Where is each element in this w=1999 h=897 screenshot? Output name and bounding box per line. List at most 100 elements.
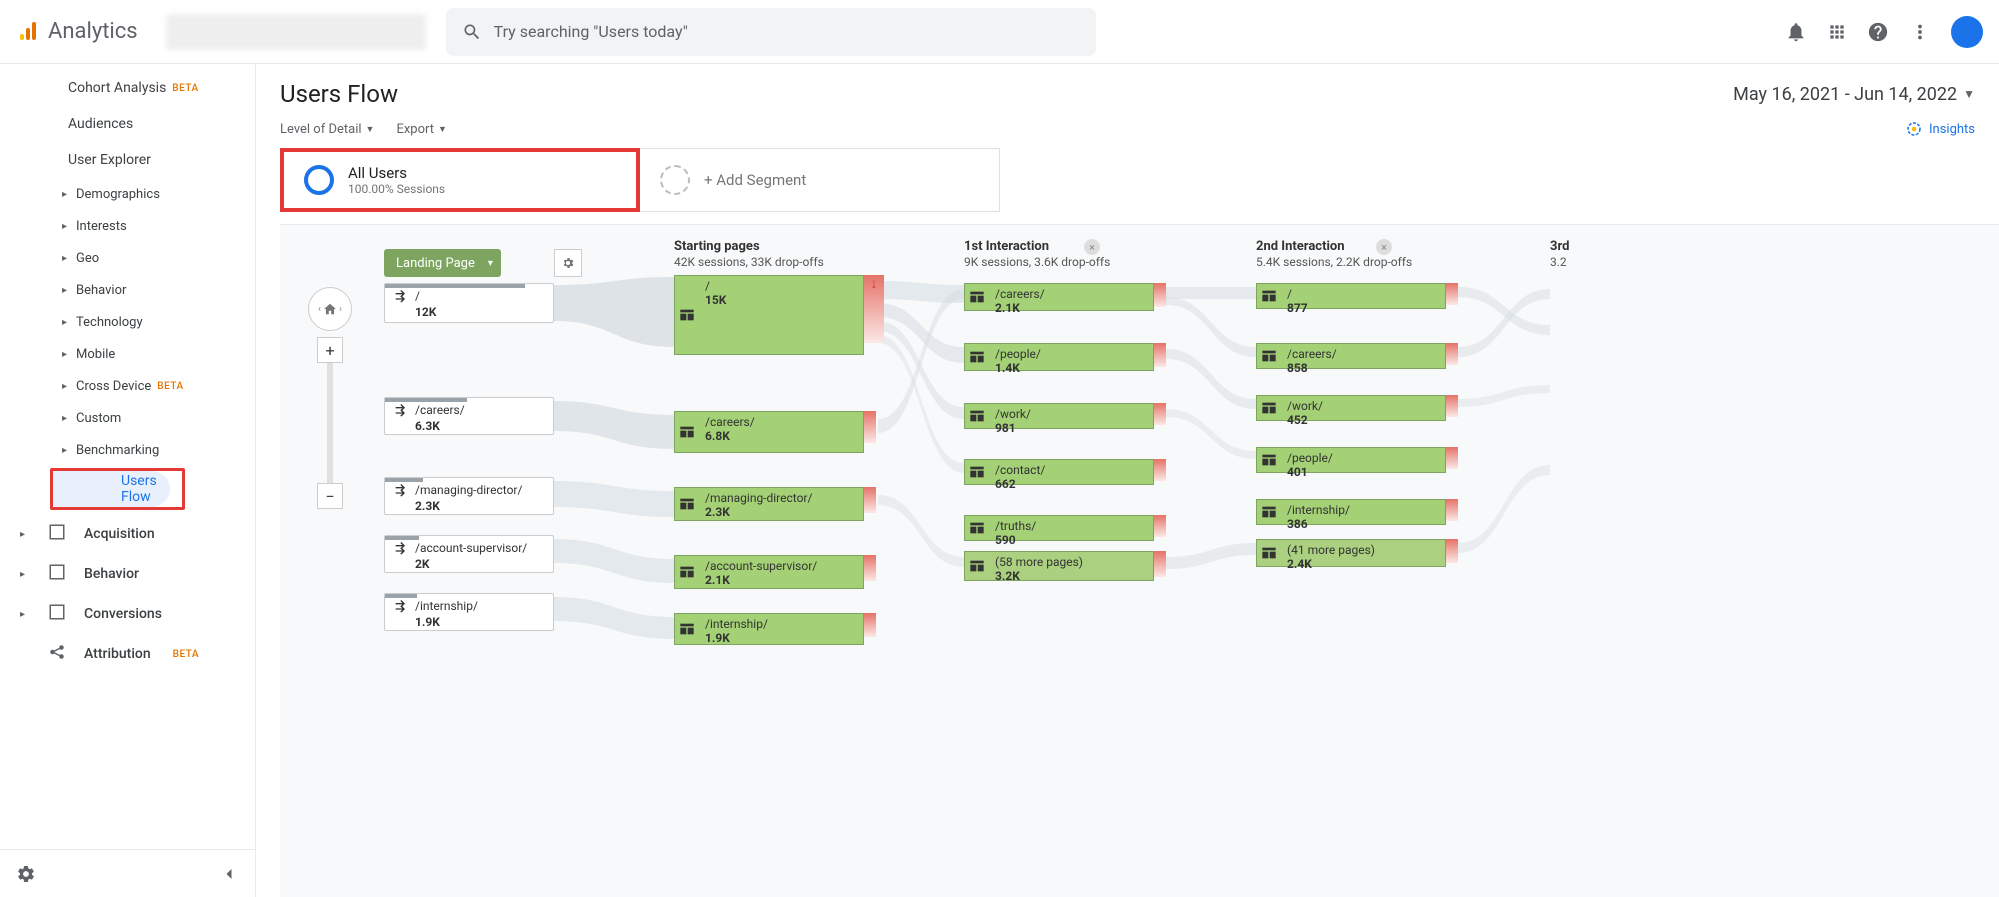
chevron-down-icon: ▼	[1963, 87, 1975, 101]
dropoff-bar	[1154, 343, 1166, 367]
sidebar-section-acquisition[interactable]: ▸Acquisition	[0, 514, 255, 554]
sidebar-section-attribution[interactable]: AttributionBETA	[0, 634, 255, 674]
segment-subtitle: 100.00% Sessions	[348, 182, 445, 196]
flow-node[interactable]: /work/452	[1256, 395, 1446, 421]
report-header: Users Flow May 16, 2021 - Jun 14, 2022 ▼	[256, 64, 1999, 114]
dropoff-bar	[864, 411, 876, 443]
export-menu[interactable]: Export▼	[396, 122, 446, 137]
sidebar-item-behavior[interactable]: Behavior	[0, 274, 255, 306]
apps-icon[interactable]	[1827, 22, 1847, 42]
flow-node[interactable]: /people/401	[1256, 447, 1446, 473]
flow-canvas[interactable]: Landing Page ‹ › + − Starting pages42K s…	[280, 224, 1999, 897]
column-close-button[interactable]: ×	[1376, 239, 1392, 255]
flow-node[interactable]: /contact/662	[964, 459, 1154, 485]
flow-node[interactable]: /managing-director/2.3K	[674, 487, 864, 521]
dropoff-bar	[864, 613, 876, 637]
collapse-icon[interactable]	[219, 864, 239, 884]
sidebar-footer	[0, 849, 255, 897]
more-icon[interactable]	[1909, 21, 1931, 43]
flow-settings-button[interactable]	[554, 249, 582, 277]
sidebar-item-mobile[interactable]: Mobile	[0, 338, 255, 370]
dropoff-bar	[1154, 459, 1166, 481]
zoom-home-button[interactable]: ‹ ›	[308, 287, 352, 331]
column-subtitle: 9K sessions, 3.6K drop-offs	[964, 255, 1110, 269]
sidebar-section-behavior[interactable]: ▸Behavior	[0, 554, 255, 594]
main-content: Users Flow May 16, 2021 - Jun 14, 2022 ▼…	[256, 64, 1999, 897]
flow-node[interactable]: /people/1.4K	[964, 343, 1154, 371]
dropoff-bar	[1446, 447, 1458, 469]
page-title: Users Flow	[280, 80, 398, 108]
sidebar-item-cohort-analysis[interactable]: Cohort AnalysisBETA	[0, 70, 255, 106]
sidebar-item-technology[interactable]: Technology	[0, 306, 255, 338]
column-header: Starting pages	[674, 239, 760, 254]
flow-node[interactable]: /15K	[674, 275, 864, 355]
avatar[interactable]	[1951, 16, 1983, 48]
flow-node[interactable]: /truths/590	[964, 515, 1154, 541]
sidebar-item-interests[interactable]: Interests	[0, 210, 255, 242]
gear-icon	[561, 256, 575, 270]
flow-node[interactable]: /work/981	[964, 403, 1154, 429]
toolbar: Level of Detail▼ Export▼ Insights	[256, 114, 1999, 148]
zoom-controls: ‹ › + −	[308, 287, 352, 509]
search-input[interactable]: Try searching "Users today"	[446, 8, 1096, 56]
sidebar-item-audiences[interactable]: Audiences	[0, 106, 255, 142]
dropoff-bar	[1154, 283, 1166, 307]
dropoff-bar	[1446, 343, 1458, 365]
dropoff-bar	[1446, 283, 1458, 305]
sidebar-item-demographics[interactable]: Demographics	[0, 178, 255, 210]
add-segment-label: + Add Segment	[704, 171, 806, 189]
source-node[interactable]: /internship/1.9K	[384, 593, 554, 631]
segment-circle-icon	[304, 165, 334, 195]
dropoff-bar	[1154, 551, 1166, 577]
zoom-slider[interactable]	[327, 363, 333, 483]
insights-button[interactable]: Insights	[1905, 120, 1975, 138]
segment-title: All Users	[348, 164, 445, 182]
flow-node[interactable]: (58 more pages)3.2K	[964, 551, 1154, 581]
dropoff-bar	[864, 555, 876, 581]
sidebar-item-users-flow[interactable]: Users Flow	[53, 471, 170, 507]
dropoff-bar	[1154, 515, 1166, 537]
column-subtitle: 42K sessions, 33K drop-offs	[674, 255, 824, 269]
column-header: 3rd	[1550, 239, 1569, 254]
source-node[interactable]: /managing-director/2.3K	[384, 477, 554, 515]
flow-node[interactable]: /internship/386	[1256, 499, 1446, 525]
help-icon[interactable]	[1867, 21, 1889, 43]
segment-empty-circle-icon	[660, 165, 690, 195]
segment-row: All Users 100.00% Sessions + Add Segment	[256, 148, 1999, 224]
sidebar-item-cross-device[interactable]: Cross DeviceBETA	[0, 370, 255, 402]
source-node[interactable]: /careers/6.3K	[384, 397, 554, 435]
dimension-selector[interactable]: Landing Page	[384, 249, 501, 277]
column-subtitle: 5.4K sessions, 2.2K drop-offs	[1256, 255, 1412, 269]
flow-node[interactable]: /internship/1.9K	[674, 613, 864, 645]
zoom-in-button[interactable]: +	[317, 337, 343, 363]
column-close-button[interactable]: ×	[1084, 239, 1100, 255]
settings-icon[interactable]	[16, 864, 36, 884]
flow-node[interactable]: (41 more pages)2.4K	[1256, 539, 1446, 567]
sidebar-section-conversions[interactable]: ▸Conversions	[0, 594, 255, 634]
segment-all-users[interactable]: All Users 100.00% Sessions	[280, 148, 640, 212]
search-placeholder: Try searching "Users today"	[494, 22, 688, 41]
sidebar-item-user-explorer[interactable]: User Explorer	[0, 142, 255, 178]
sidebar-item-benchmarking[interactable]: Benchmarking	[0, 434, 255, 466]
home-icon	[323, 302, 337, 316]
source-node[interactable]: /account-supervisor/2K	[384, 535, 554, 573]
logo[interactable]: Analytics	[16, 19, 138, 44]
analytics-logo-icon	[16, 20, 40, 44]
source-node[interactable]: /12K	[384, 283, 554, 323]
date-range-picker[interactable]: May 16, 2021 - Jun 14, 2022 ▼	[1733, 84, 1975, 105]
flow-node[interactable]: /877	[1256, 283, 1446, 309]
dropoff-bar	[1154, 403, 1166, 425]
flow-node[interactable]: /account-supervisor/2.1K	[674, 555, 864, 589]
notifications-icon[interactable]	[1785, 21, 1807, 43]
sidebar-item-custom[interactable]: Custom	[0, 402, 255, 434]
zoom-out-button[interactable]: −	[317, 483, 343, 509]
add-segment-button[interactable]: + Add Segment	[640, 148, 1000, 212]
flow-node[interactable]: /careers/6.8K	[674, 411, 864, 453]
account-selector-blurred[interactable]	[166, 14, 426, 50]
sidebar-item-geo[interactable]: Geo	[0, 242, 255, 274]
flow-node[interactable]: /careers/858	[1256, 343, 1446, 369]
product-name: Analytics	[48, 19, 138, 44]
insights-icon	[1905, 120, 1923, 138]
flow-node[interactable]: /careers/2.1K	[964, 283, 1154, 311]
level-of-detail-menu[interactable]: Level of Detail▼	[280, 122, 374, 137]
